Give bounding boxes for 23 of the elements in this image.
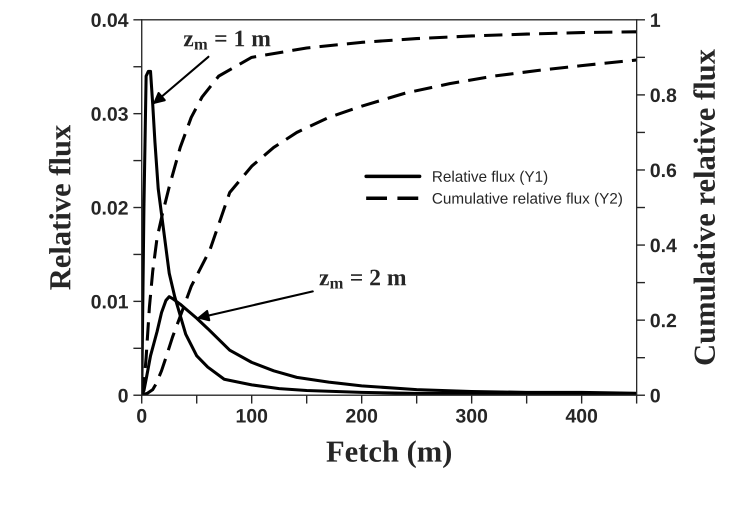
y-tick-label: 0.01 (91, 294, 128, 309)
y2-tick-label: 0 (650, 388, 660, 402)
annotation: z$_{m}$ = 2 m (319, 270, 406, 289)
y2-axis-title: Cumulative relative flux (693, 49, 716, 364)
x-axis-title: Fetch (m) (326, 440, 452, 468)
y-tick-label: 0.04 (91, 13, 128, 28)
y2-tick-label: 0.4 (650, 238, 677, 252)
y-tick-label: 0.03 (91, 107, 128, 121)
x-tick-label: 100 (236, 408, 268, 423)
x-tick-label: 300 (456, 408, 488, 423)
y-tick-label: 0 (118, 388, 128, 402)
y2-tick-label: 1 (651, 13, 660, 27)
x-tick-label: 0 (137, 408, 146, 423)
y2-tick-label: 0.8 (650, 88, 676, 102)
x-tick-label: 200 (346, 408, 378, 423)
y2-tick-label: 0.6 (650, 163, 676, 178)
legend-label: Cumulative relative flux (Y2) (432, 192, 622, 207)
x-tick-label: 400 (566, 408, 598, 423)
y2-tick-label: 0.2 (650, 314, 676, 328)
y-axis-title: Relative flux (48, 124, 71, 290)
y-tick-label: 0.02 (91, 200, 128, 215)
annotation: z$_{m}$ = 1 m (184, 30, 270, 50)
legend-label: Relative flux (Y1) (433, 170, 548, 185)
